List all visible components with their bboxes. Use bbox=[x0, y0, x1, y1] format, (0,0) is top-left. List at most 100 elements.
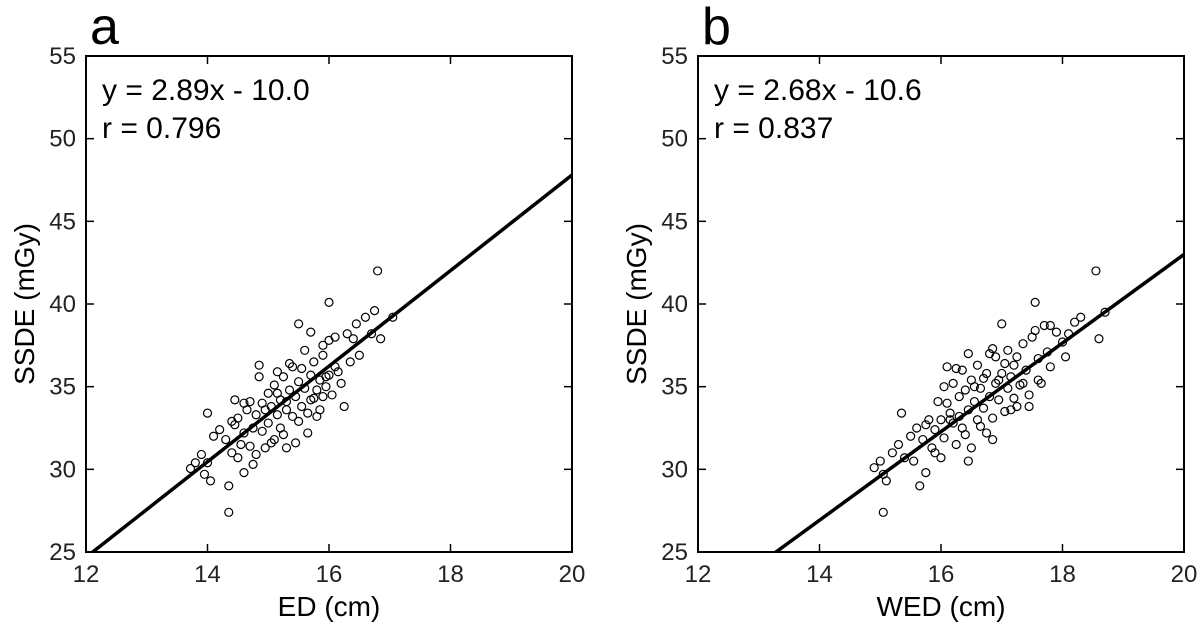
data-point bbox=[239, 398, 249, 408]
scatter-chart-b: b 12 14 16 18 20 25 30 35 40 45 50 55 WED (cm) SSDE (m… bbox=[621, 0, 1197, 622]
data-point bbox=[887, 448, 897, 458]
data-point bbox=[318, 391, 328, 402]
data-point bbox=[909, 456, 919, 466]
x-tick-label: 16 bbox=[316, 561, 343, 588]
data-point bbox=[893, 439, 904, 450]
data-point bbox=[1018, 339, 1028, 349]
y-tick-label: 35 bbox=[661, 374, 688, 401]
data-point bbox=[1076, 312, 1086, 322]
data-point bbox=[309, 357, 319, 367]
data-point bbox=[208, 431, 219, 441]
data-point bbox=[263, 388, 273, 398]
x-tick-label: 12 bbox=[73, 561, 100, 588]
data-point bbox=[272, 388, 282, 398]
data-point bbox=[266, 438, 276, 448]
data-point bbox=[345, 357, 355, 367]
data-point bbox=[376, 334, 386, 344]
regression-line bbox=[89, 173, 572, 552]
data-point bbox=[1003, 383, 1013, 393]
data-point bbox=[1024, 401, 1034, 412]
data-point bbox=[303, 408, 313, 418]
data-point bbox=[1039, 320, 1049, 331]
data-point bbox=[297, 363, 307, 374]
data-point bbox=[215, 425, 225, 435]
data-point bbox=[1021, 365, 1031, 375]
data-point bbox=[936, 453, 946, 463]
data-point bbox=[869, 463, 879, 473]
data-point bbox=[978, 403, 989, 413]
data-point bbox=[978, 373, 989, 383]
data-point bbox=[1003, 345, 1013, 355]
data-point bbox=[960, 385, 970, 395]
data-point bbox=[245, 396, 255, 407]
data-point bbox=[939, 382, 949, 392]
data-point bbox=[190, 458, 200, 468]
data-point bbox=[202, 408, 213, 418]
data-point bbox=[284, 358, 295, 369]
data-point bbox=[991, 352, 1001, 362]
data-point bbox=[930, 425, 940, 435]
data-point bbox=[954, 411, 964, 422]
data-point bbox=[975, 421, 986, 431]
data-point bbox=[951, 439, 961, 450]
data-point bbox=[1057, 337, 1068, 347]
data-point bbox=[924, 415, 934, 425]
data-point bbox=[366, 329, 377, 339]
data-point bbox=[281, 405, 292, 415]
data-point bbox=[233, 453, 243, 463]
data-point bbox=[918, 434, 928, 445]
data-point bbox=[1009, 360, 1019, 370]
data-point bbox=[294, 416, 304, 426]
data-point bbox=[290, 391, 301, 402]
data-point bbox=[933, 396, 943, 407]
data-point bbox=[1009, 393, 1019, 403]
data-point bbox=[912, 423, 922, 433]
x-axis-title: ED (cm) bbox=[278, 591, 381, 622]
data-point bbox=[251, 410, 261, 420]
data-point bbox=[1030, 325, 1040, 336]
data-point bbox=[342, 329, 352, 339]
data-point bbox=[988, 413, 998, 423]
data-point bbox=[315, 405, 325, 415]
data-point bbox=[988, 344, 998, 354]
data-point bbox=[348, 334, 358, 344]
data-point bbox=[951, 363, 961, 374]
data-point bbox=[906, 431, 916, 441]
y-tick-label: 25 bbox=[49, 539, 76, 566]
correlation-coefficient: r = 0.796 bbox=[102, 112, 221, 145]
data-point bbox=[1045, 320, 1055, 331]
y-tick-label: 25 bbox=[661, 539, 688, 566]
data-point bbox=[196, 449, 207, 460]
data-point bbox=[318, 350, 328, 360]
data-point bbox=[875, 456, 885, 466]
data-point bbox=[254, 372, 264, 382]
data-point bbox=[963, 456, 973, 466]
data-point bbox=[354, 350, 364, 360]
y-tick-label: 55 bbox=[661, 43, 688, 70]
y-tick-label: 55 bbox=[49, 43, 76, 70]
data-point bbox=[281, 396, 292, 407]
y-tick-label: 35 bbox=[49, 374, 76, 401]
data-point bbox=[994, 395, 1004, 405]
data-point bbox=[1012, 352, 1022, 362]
data-point bbox=[287, 411, 298, 422]
data-point bbox=[339, 401, 349, 412]
data-point bbox=[1006, 372, 1016, 382]
y-axis-title: SSDE (mGy) bbox=[9, 223, 40, 385]
data-point bbox=[945, 415, 955, 425]
data-point bbox=[981, 428, 992, 438]
y-tick-label: 45 bbox=[661, 208, 688, 235]
data-point bbox=[272, 367, 282, 377]
chart-panel-a: a 12 14 16 18 20 25 30 35 40 45 50 55 ED (cm) SSDE (mG… bbox=[9, 0, 585, 622]
data-point bbox=[896, 408, 907, 418]
data-point bbox=[294, 377, 304, 387]
data-point bbox=[927, 443, 937, 453]
x-axis-title: WED (cm) bbox=[876, 591, 1005, 622]
data-point bbox=[1045, 362, 1055, 372]
data-point bbox=[309, 393, 319, 403]
data-point bbox=[260, 443, 270, 453]
data-point bbox=[303, 428, 313, 438]
data-point bbox=[1091, 266, 1101, 276]
correlation-coefficient: r = 0.837 bbox=[714, 112, 833, 145]
data-point bbox=[954, 391, 964, 402]
